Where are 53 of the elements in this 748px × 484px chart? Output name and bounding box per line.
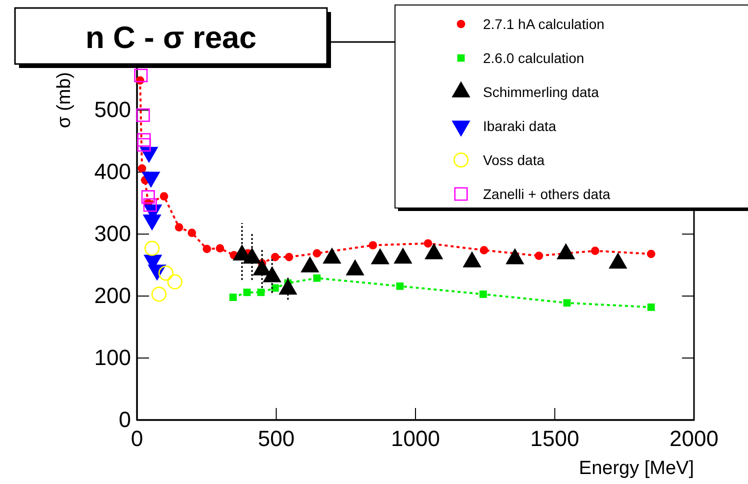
point bbox=[312, 249, 322, 258]
legend-label: 2.6.0 calculation bbox=[483, 50, 584, 66]
point bbox=[590, 246, 600, 256]
point bbox=[174, 223, 184, 232]
y-tick-label: 300 bbox=[94, 221, 131, 246]
point bbox=[257, 288, 265, 296]
point bbox=[243, 288, 251, 296]
x-tick-label: 1500 bbox=[530, 426, 580, 451]
y-tick-label: 0 bbox=[118, 407, 131, 432]
point bbox=[134, 68, 148, 82]
x-axis-title: Energy [MeV] bbox=[578, 458, 694, 479]
point bbox=[647, 304, 655, 311]
x-tick-label: 2000 bbox=[670, 426, 718, 451]
point bbox=[480, 246, 488, 254]
point bbox=[188, 228, 196, 238]
point bbox=[158, 266, 174, 281]
point bbox=[151, 286, 167, 302]
legend-label: 2.7.1 hA calculation bbox=[483, 16, 604, 32]
y-tick-label: 100 bbox=[94, 345, 131, 370]
chart-title: n C - σ reac bbox=[85, 20, 257, 55]
point bbox=[167, 274, 182, 290]
legend-label: Ibaraki data bbox=[483, 118, 556, 134]
point bbox=[202, 244, 212, 254]
x-tick-label: 1000 bbox=[391, 426, 440, 451]
point bbox=[479, 290, 487, 298]
point bbox=[138, 164, 146, 173]
point bbox=[216, 244, 224, 253]
point bbox=[160, 192, 168, 200]
y-tick-label: 200 bbox=[94, 283, 131, 308]
point bbox=[284, 252, 294, 262]
x-tick-label: 500 bbox=[258, 426, 295, 451]
point bbox=[137, 138, 151, 152]
point bbox=[563, 299, 571, 307]
legend-label: Voss data bbox=[483, 152, 545, 168]
point bbox=[396, 282, 404, 290]
point bbox=[424, 239, 432, 248]
legend-label: Zanelli + others data bbox=[483, 186, 610, 202]
point bbox=[144, 240, 160, 256]
point bbox=[136, 108, 150, 122]
legend-label: Schimmerling data bbox=[483, 84, 600, 100]
point bbox=[313, 274, 321, 282]
y-axis-title: σ (mb) bbox=[54, 72, 75, 128]
y-tick-label: 500 bbox=[94, 97, 131, 122]
point bbox=[141, 190, 155, 204]
title-box: n C - σ reac bbox=[14, 7, 331, 68]
point bbox=[646, 250, 656, 258]
point bbox=[270, 252, 280, 262]
point bbox=[143, 198, 157, 212]
y-tick-label: 400 bbox=[94, 159, 131, 184]
point bbox=[137, 133, 151, 147]
point bbox=[229, 294, 237, 302]
point bbox=[368, 241, 378, 250]
point bbox=[534, 252, 544, 260]
